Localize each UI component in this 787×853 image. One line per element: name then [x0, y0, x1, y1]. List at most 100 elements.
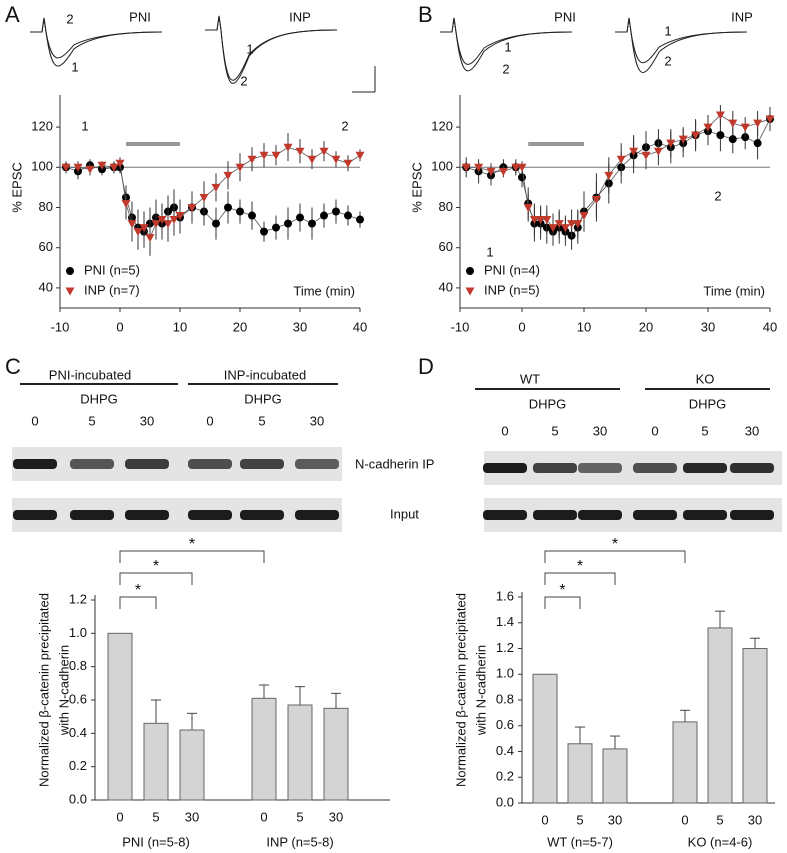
epsc-trace [30, 17, 163, 67]
marker [511, 163, 521, 172]
x-axis-label: Time (min) [703, 283, 765, 298]
inset-label: 1 [71, 59, 78, 74]
marker [715, 111, 725, 120]
y-tick-label: 100 [31, 159, 53, 174]
y-tick-label: 1.0 [69, 625, 87, 640]
y-tick-label: 1.2 [69, 591, 87, 606]
bar [287, 704, 313, 801]
blot-treatment-label: DHPG [689, 396, 727, 411]
x-tick-label: 30 [293, 319, 307, 334]
blot-group-label: PNI-incubated [49, 367, 131, 382]
inset-label: 1 [504, 39, 511, 54]
marker [753, 139, 762, 148]
blot-band [70, 510, 114, 520]
inset-label: 2 [664, 53, 671, 68]
bar [107, 632, 133, 801]
epsc-trace [440, 17, 573, 72]
marker [542, 216, 552, 225]
legend-label: INP (n=7) [84, 282, 140, 297]
inset-title: PNI [554, 9, 576, 24]
marker [641, 151, 651, 160]
blot-band [188, 459, 232, 469]
y-tick-label: 0.0 [496, 794, 514, 809]
legend-marker [466, 267, 474, 275]
marker [554, 220, 564, 229]
inset-label: 1 [246, 41, 253, 56]
x-tick-label: 0 [260, 809, 267, 824]
marker [604, 171, 614, 180]
bar [532, 673, 558, 804]
marker [579, 212, 589, 221]
marker [355, 151, 365, 160]
inset-label: 2 [66, 11, 73, 26]
blot-lane-label: 5 [258, 413, 265, 428]
marker [199, 193, 209, 202]
bar [742, 648, 768, 804]
application-bar [126, 142, 180, 146]
group-label: WT (n=5-7) [547, 834, 613, 849]
marker [127, 220, 137, 229]
y-tick-label: 0.4 [69, 725, 87, 740]
y-tick-label: 0.4 [496, 743, 514, 758]
marker [344, 211, 352, 220]
y-tick-label: 80 [39, 199, 53, 214]
marker [272, 223, 280, 232]
blot-band [188, 510, 232, 520]
legend-marker [65, 287, 75, 296]
significance-star: * [577, 558, 583, 575]
y-tick-label: 1.0 [496, 666, 514, 681]
inset-label: 2 [240, 73, 247, 88]
x-tick-label: 40 [763, 319, 777, 334]
marker [536, 216, 546, 225]
blot-lane-label: 30 [745, 423, 759, 438]
marker [212, 219, 220, 228]
bar [672, 721, 698, 804]
x-tick-label: 10 [577, 319, 591, 334]
significance-star: * [612, 536, 618, 553]
y-tick-label: 60 [39, 239, 53, 254]
x-tick-label: 0 [681, 812, 688, 827]
marker [97, 161, 107, 170]
y-tick-label: 1.2 [496, 640, 514, 655]
y-tick-label: 80 [439, 199, 453, 214]
x-tick-label: 30 [185, 809, 199, 824]
marker [109, 163, 119, 172]
epsc-trace [205, 15, 338, 81]
marker [728, 119, 738, 128]
blot-band [295, 459, 339, 469]
x-tick-label: 0 [518, 319, 525, 334]
blot-background [12, 447, 342, 481]
legend-label: INP (n=5) [484, 282, 540, 297]
blot-band [533, 510, 577, 520]
significance-bracket [119, 596, 157, 609]
marker [247, 155, 257, 164]
marker [271, 151, 281, 160]
marker [740, 123, 750, 132]
marker [728, 135, 737, 144]
marker [343, 159, 353, 168]
marker [133, 228, 143, 237]
blot-band [125, 459, 169, 469]
marker [529, 216, 539, 225]
marker [356, 215, 364, 224]
x-tick-label: 30 [608, 812, 622, 827]
annotation: 2 [341, 118, 348, 133]
x-tick-label: 0 [541, 812, 548, 827]
marker [716, 131, 725, 140]
marker [139, 224, 149, 233]
x-tick-label: 30 [701, 319, 715, 334]
marker [486, 167, 496, 176]
significance-bracket [119, 550, 265, 563]
panel-letter: C [5, 354, 21, 379]
marker [236, 207, 244, 216]
marker [61, 163, 71, 172]
marker [517, 163, 527, 172]
marker [461, 163, 471, 172]
blot-lane-label: 5 [88, 413, 95, 428]
marker [151, 220, 161, 229]
blot-background [12, 498, 342, 532]
y-tick-label: 1.6 [496, 588, 514, 603]
significance-bracket [119, 572, 193, 585]
annotation: 2 [714, 188, 721, 203]
